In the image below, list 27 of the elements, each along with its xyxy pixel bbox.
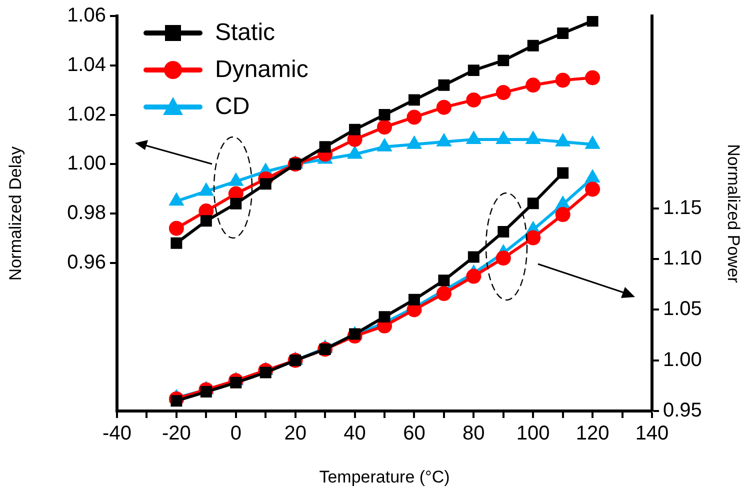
x-tick-label: -20 — [162, 422, 191, 445]
y-tick-label: 1.04 — [67, 54, 106, 76]
x-tick-label: -40 — [102, 422, 132, 445]
legend-label: CD — [215, 92, 250, 122]
y-axis-title: Normalized Delay — [6, 146, 25, 281]
legend-label: Dynamic — [215, 55, 308, 85]
legend-label: Static — [215, 18, 276, 48]
y-tick-label: 1.06 — [67, 4, 106, 27]
y2-tick-label: 1.00 — [663, 348, 702, 371]
y2-tick-label: 0.95 — [663, 400, 702, 422]
x-tick-label: 0 — [230, 422, 242, 445]
x-tick-label: 140 — [635, 422, 669, 445]
y2-tick-label: 1.15 — [663, 196, 702, 219]
y-tick-label: 0.96 — [67, 251, 106, 274]
x-tick-label: 100 — [516, 422, 550, 445]
x-tick-label: 60 — [403, 422, 426, 445]
y-tick-label: 1.02 — [67, 103, 106, 126]
x-axis-title: Temperature (°C) — [319, 467, 450, 486]
y2-tick-label: 1.05 — [663, 298, 702, 320]
x-tick-label: 20 — [284, 422, 306, 445]
y2-axis-title: Normalized Power — [724, 144, 744, 284]
y2-tick-label: 1.10 — [663, 248, 702, 270]
x-tick-label: 80 — [462, 422, 485, 445]
x-tick-label: 40 — [344, 422, 366, 445]
x-tick-label: 120 — [576, 422, 610, 445]
y-tick-label: 1.00 — [67, 152, 106, 175]
y-tick-label: 0.98 — [67, 202, 106, 224]
